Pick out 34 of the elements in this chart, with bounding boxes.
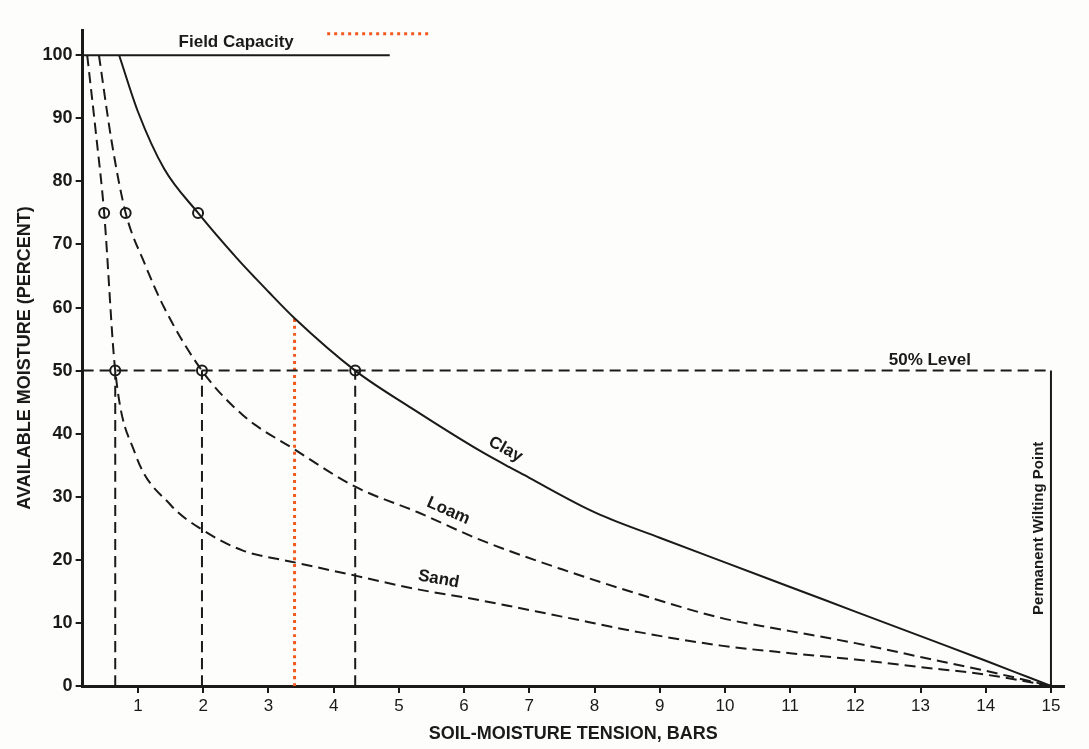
y-tick-label: 100 <box>42 44 73 65</box>
y-tick-label: 80 <box>52 170 73 191</box>
x-tick-label: 10 <box>715 695 735 715</box>
x-tick-label: 5 <box>394 695 404 715</box>
x-tick-label: 1 <box>133 695 143 715</box>
y-tick-label: 10 <box>52 611 73 632</box>
text: Clay <box>485 431 527 466</box>
y-tick-label: 70 <box>52 233 73 254</box>
y-tick-label: 0 <box>62 674 73 695</box>
x-tick-label: 9 <box>654 695 665 715</box>
x-tick-label: 8 <box>589 695 600 715</box>
series-label: Field Capacity <box>178 32 295 52</box>
text: Sand <box>416 565 461 592</box>
x-tick-label: 12 <box>845 695 865 715</box>
y-tick-label: 60 <box>52 296 73 317</box>
x-tick-label: 7 <box>524 695 535 715</box>
x-tick-label: 15 <box>1041 695 1061 715</box>
text: Permanent Wilting Point <box>1028 441 1046 615</box>
x-tick-label: 4 <box>328 695 339 715</box>
x-tick-label: 11 <box>781 695 799 715</box>
text: Loam <box>424 492 474 529</box>
y-axis-title: AVAILABLE MOISTURE (PERCENT) <box>13 206 34 510</box>
y-tick-label: 20 <box>52 548 73 569</box>
x-axis-title: SOIL-MOISTURE TENSION, BARS <box>428 723 718 744</box>
y-tick-label: 30 <box>52 485 73 506</box>
y-tick-label: 50 <box>52 359 73 380</box>
x-tick-label: 3 <box>263 695 274 715</box>
x-tick-label: 6 <box>459 695 469 715</box>
ref-line-label: 50% Level <box>888 349 971 369</box>
x-tick-label: 13 <box>911 695 931 715</box>
x-tick-label: 2 <box>198 695 208 715</box>
y-tick-label: 40 <box>52 422 73 443</box>
x-tick-label: 14 <box>976 695 996 715</box>
y-tick-label: 90 <box>52 107 73 128</box>
